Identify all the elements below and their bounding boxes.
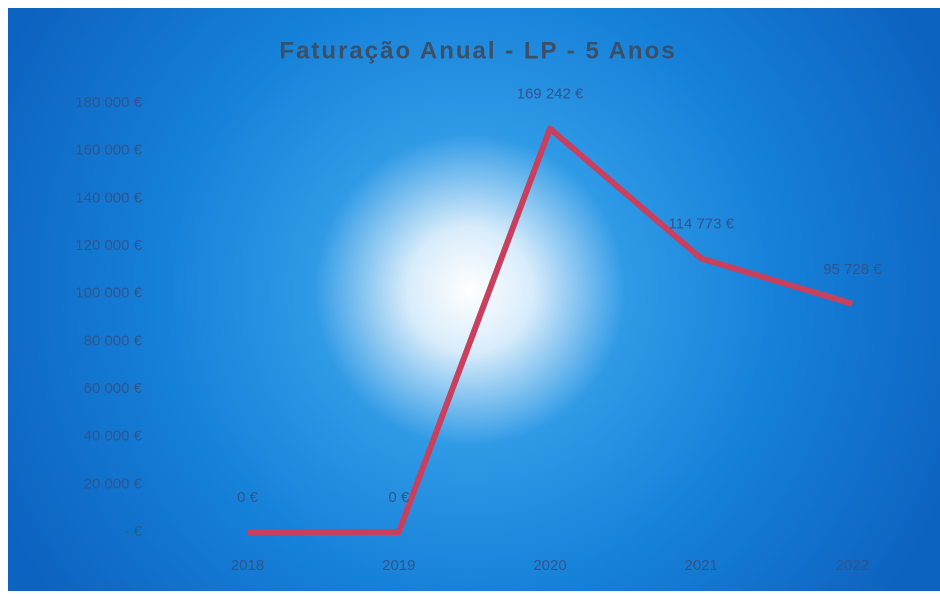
y-tick-label: 80 000 € [84,332,143,349]
y-tick-label: 60 000 € [84,380,143,397]
y-tick-label: 120 000 € [75,237,142,254]
data-label: 114 773 € [668,215,734,232]
y-tick-label: 100 000 € [75,285,142,302]
chart-title: Faturação Anual - LP - 5 Anos [279,37,676,64]
x-tick-label: 2022 [836,557,869,574]
data-label: 95 728 € [823,261,882,278]
data-line [247,125,854,535]
y-tick-label: 20 000 € [84,475,143,492]
data-label: 0 € [237,489,259,506]
x-tick-label: 2021 [685,557,718,574]
y-tick-label: 180 000 € [75,94,142,111]
y-tick-label: 160 000 € [75,142,142,159]
y-tick-label: - € [124,523,142,540]
y-tick-label: 40 000 € [84,428,143,445]
x-tick-label: 2020 [533,557,566,574]
x-tick-label: 2019 [382,557,415,574]
data-label: 169 242 € [517,86,584,103]
chart-background [8,8,940,591]
x-tick-label: 2018 [231,557,264,574]
data-label: 0 € [388,489,410,506]
y-tick-label: 140 000 € [75,189,142,206]
